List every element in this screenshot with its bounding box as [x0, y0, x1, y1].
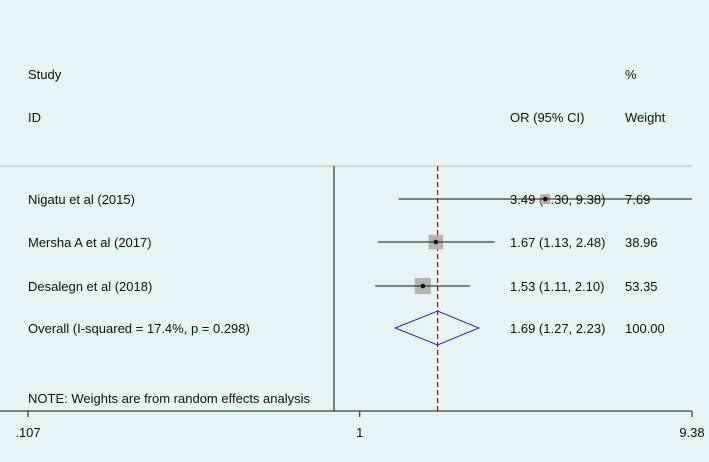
overall-weight-text: 100.00: [625, 321, 665, 336]
point-estimate: [433, 239, 439, 245]
header-id: ID: [28, 110, 41, 125]
header-study: Study: [28, 67, 62, 82]
header-weight-pct: %: [625, 67, 637, 82]
overall-or-text: 1.69 (1.27, 2.23): [510, 321, 605, 336]
header-weight: Weight: [625, 110, 666, 125]
overall-diamond: [393, 310, 481, 346]
point-estimate: [542, 196, 548, 202]
study-weight-text: 38.96: [625, 235, 658, 250]
x-ticks: .107 1 9.38: [15, 411, 705, 440]
x-tick-label: .107: [15, 425, 40, 440]
study-weight-text: 53.35: [625, 279, 658, 294]
study-label: Mersha A et al (2017): [28, 235, 152, 250]
study-label: Nigatu et al (2015): [28, 192, 135, 207]
study-rows: Nigatu et al (2015) 3.49 (1.30, 9.38) 7.69…: [28, 192, 692, 294]
x-tick-label: 1: [356, 425, 363, 440]
note-text: NOTE: Weights are from random effects an…: [28, 391, 311, 406]
study-or-text: 1.53 (1.11, 2.10): [510, 279, 604, 294]
x-tick-label: 9.38: [679, 425, 704, 440]
point-estimate: [420, 283, 426, 289]
overall-label: Overall (I-squared = 17.4%, p = 0.298): [28, 321, 250, 336]
study-label: Desalegn et al (2018): [28, 279, 152, 294]
study-or-text: 1.67 (1.13, 2.48): [510, 235, 605, 250]
header-or: OR (95% CI): [510, 110, 584, 125]
